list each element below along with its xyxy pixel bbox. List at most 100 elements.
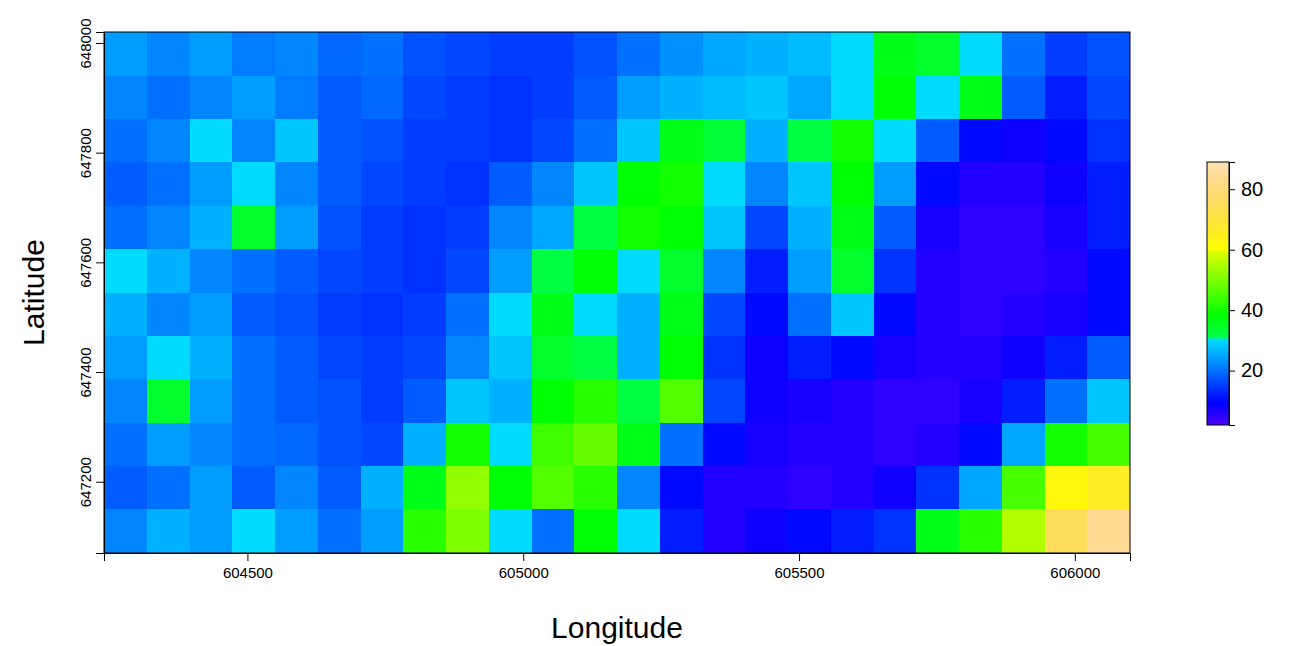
cell <box>916 119 959 163</box>
cell <box>318 206 361 250</box>
cell <box>318 162 361 206</box>
cell <box>959 336 1002 380</box>
cell <box>959 293 1002 337</box>
x-tick-mark <box>799 553 800 561</box>
x-tick: 604500 <box>223 553 273 581</box>
cell <box>147 336 190 380</box>
cell <box>916 206 959 250</box>
cell <box>232 466 275 510</box>
cell <box>874 119 917 163</box>
cell <box>1002 466 1045 510</box>
cell <box>489 249 532 293</box>
cell <box>318 466 361 510</box>
cell <box>745 249 788 293</box>
cell <box>403 32 446 76</box>
cell <box>318 509 361 553</box>
cell <box>874 249 917 293</box>
y-axis-title: Latitude <box>17 239 50 346</box>
cell <box>232 336 275 380</box>
cell <box>574 423 617 467</box>
cell <box>403 336 446 380</box>
cell <box>147 162 190 206</box>
cell <box>703 32 746 76</box>
cell <box>617 206 660 250</box>
cell <box>361 162 404 206</box>
cell <box>361 466 404 510</box>
cell <box>617 466 660 510</box>
cell <box>190 32 233 76</box>
cell <box>745 76 788 120</box>
cell <box>190 162 233 206</box>
y-tick: 647400 <box>77 347 104 397</box>
cell <box>745 466 788 510</box>
cell <box>318 32 361 76</box>
colorbar-tick-mark <box>1229 250 1235 251</box>
cell <box>788 466 831 510</box>
cell <box>660 336 703 380</box>
y-tick-mark <box>96 372 104 373</box>
cell <box>703 293 746 337</box>
cell <box>1045 379 1088 423</box>
cell <box>788 162 831 206</box>
cell <box>1002 162 1045 206</box>
cell <box>916 249 959 293</box>
x-tick-mark <box>523 553 524 561</box>
cell <box>788 119 831 163</box>
cell <box>104 336 147 380</box>
cell <box>959 32 1002 76</box>
cell <box>660 162 703 206</box>
cell <box>1002 76 1045 120</box>
cell <box>831 119 874 163</box>
y-tick-label: 647200 <box>77 457 94 507</box>
cell <box>703 76 746 120</box>
colorbar-tick: 80 <box>1229 178 1263 200</box>
y-tick: 647200 <box>77 457 104 507</box>
cell <box>489 423 532 467</box>
cell <box>617 119 660 163</box>
cell <box>147 509 190 553</box>
cell <box>916 423 959 467</box>
cell <box>916 336 959 380</box>
cell <box>874 206 917 250</box>
cell <box>275 119 318 163</box>
cell <box>745 423 788 467</box>
cell <box>831 466 874 510</box>
cell <box>275 423 318 467</box>
cell <box>574 76 617 120</box>
cell <box>831 162 874 206</box>
cell <box>190 336 233 380</box>
cell <box>703 249 746 293</box>
cell <box>617 293 660 337</box>
cell <box>959 119 1002 163</box>
cell <box>446 249 489 293</box>
cell <box>403 293 446 337</box>
cell <box>104 162 147 206</box>
y-tick-mark <box>96 482 104 483</box>
cell <box>660 206 703 250</box>
cell <box>104 119 147 163</box>
cell <box>574 466 617 510</box>
cell <box>1087 379 1130 423</box>
cell <box>959 466 1002 510</box>
cell <box>831 32 874 76</box>
cell <box>574 119 617 163</box>
colorbar-axis-line <box>1230 163 1236 426</box>
cell <box>446 336 489 380</box>
cell <box>874 32 917 76</box>
cell <box>318 293 361 337</box>
cell <box>1002 379 1045 423</box>
cell <box>275 509 318 553</box>
cell <box>361 119 404 163</box>
cell <box>446 76 489 120</box>
cell <box>489 76 532 120</box>
cell <box>104 76 147 120</box>
cell <box>959 423 1002 467</box>
cell <box>147 32 190 76</box>
cell <box>403 119 446 163</box>
cell <box>104 466 147 510</box>
cell <box>831 336 874 380</box>
chart-root: 6045006050006055006060006472006474006476… <box>0 0 1299 646</box>
cell <box>660 423 703 467</box>
colorbar-tick: 20 <box>1229 359 1263 381</box>
cell <box>318 119 361 163</box>
